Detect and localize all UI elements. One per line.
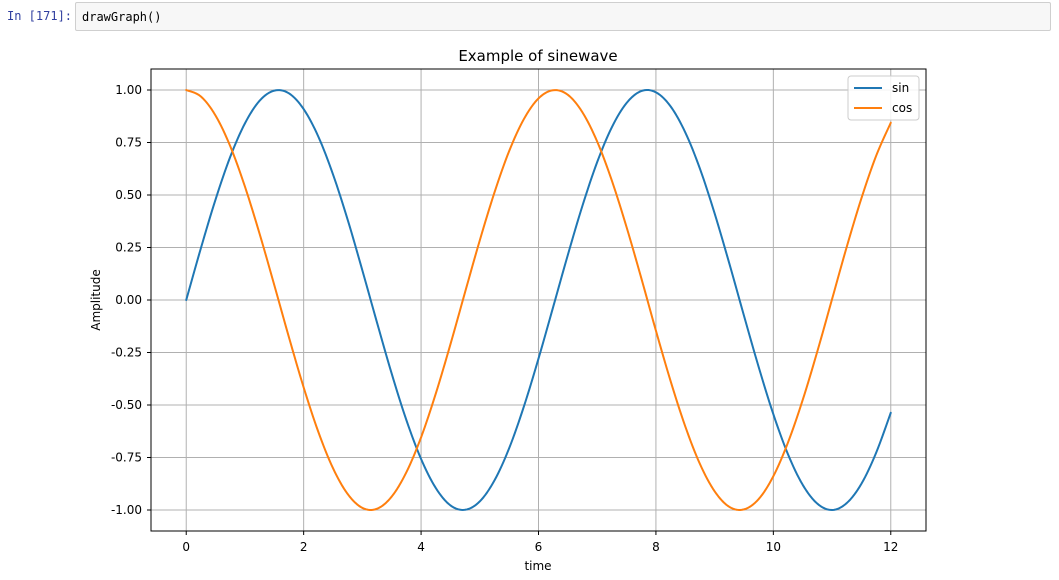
notebook-cell: In [171]: drawGraph() [0, 0, 1059, 36]
code-text[interactable]: drawGraph() [82, 10, 162, 24]
x-axis-label: time [524, 559, 551, 573]
y-tick-label: -0.25 [111, 346, 142, 360]
code-input-area[interactable]: drawGraph() [75, 2, 1051, 31]
legend-label-cos: cos [892, 101, 912, 115]
x-tick-label: 8 [652, 540, 660, 554]
grid [151, 69, 926, 531]
x-tick-label: 4 [417, 540, 425, 554]
sinewave-chart: Example of sinewave 0 2 4 6 8 10 12 1.00 0.75 0.5… [89, 47, 927, 573]
x-tick-label: 2 [300, 540, 308, 554]
y-tick-label: 0.00 [115, 293, 142, 307]
input-prompt: In [171]: [7, 9, 73, 23]
y-tick-label: -1.00 [111, 503, 142, 517]
chart-title: Example of sinewave [458, 47, 617, 65]
y-tick-label: 0.25 [115, 241, 142, 255]
x-tick-label: 10 [766, 540, 781, 554]
legend: sin cos [847, 75, 920, 121]
series-line-sin [185, 88, 892, 511]
series-lines [185, 88, 892, 511]
x-tick-label: 0 [182, 540, 190, 554]
x-tick-label: 12 [883, 540, 898, 554]
y-tick-label: 0.50 [115, 188, 142, 202]
series-line-cos [185, 89, 892, 511]
x-tick-label: 6 [535, 540, 543, 554]
y-tick-label: -0.50 [111, 398, 142, 412]
y-axis-label: Amplitude [89, 269, 103, 331]
cell-output: Example of sinewave 0 2 4 6 8 10 12 1.00 0.75 0.5… [0, 36, 1059, 576]
y-tick-label: 1.00 [115, 83, 142, 97]
axis-ticks: 0 2 4 6 8 10 12 1.00 0.75 0.50 0.25 0.00 -0.25 -0.50 -… [111, 83, 898, 554]
y-tick-label: -0.75 [111, 451, 142, 465]
y-tick-label: 0.75 [115, 136, 142, 150]
legend-label-sin: sin [892, 81, 909, 95]
